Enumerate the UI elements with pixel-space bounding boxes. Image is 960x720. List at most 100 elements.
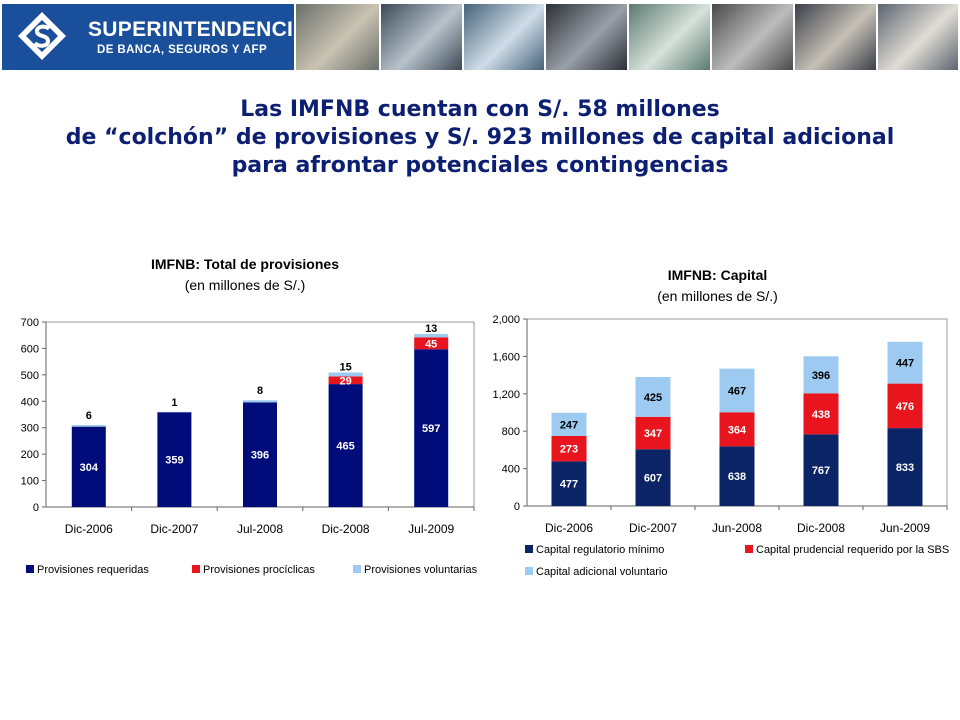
data-label: 396 (812, 370, 830, 382)
credit-card-photo (296, 4, 379, 70)
bar-segment (803, 434, 839, 506)
bar-segment (157, 411, 192, 413)
data-label: 15 (339, 361, 351, 373)
data-label: 597 (422, 423, 440, 435)
data-label: 476 (896, 401, 914, 413)
bar-segment (414, 333, 449, 338)
y-tick-label: 1,200 (492, 389, 520, 401)
chart2-title: IMFNB: Capital (667, 267, 768, 283)
legend-swatch (525, 567, 533, 575)
provisions-chart: 0 100 200 300 400 500 600 700 304 6 Dic-2006 359 1 Di… (21, 317, 478, 576)
bar-segment (887, 383, 923, 429)
data-label: 425 (644, 392, 662, 404)
title-line-2: de “colchón” de provisiones y S/. 923 mi… (65, 125, 895, 150)
y-tick-label: 400 (502, 464, 520, 476)
legend-label: Provisiones procíclicas (203, 564, 315, 576)
bar-segment (157, 412, 192, 507)
bar-segment (803, 356, 839, 394)
legend-swatch (745, 545, 753, 553)
keyboard-photo (464, 4, 544, 70)
x-tick-label: Dic-2007 (150, 522, 198, 536)
x-tick-label: Dic-2006 (65, 522, 113, 536)
bar-segment (328, 384, 363, 507)
y-tick-label: 700 (21, 317, 39, 329)
y-tick-label: 500 (21, 370, 39, 382)
bar-segment (887, 341, 923, 384)
y-tick-label: 300 (21, 423, 39, 435)
legend-swatch (192, 565, 200, 573)
data-label: 396 (251, 450, 269, 462)
x-tick-label: Jun-2008 (712, 521, 762, 535)
y-tick-label: 600 (21, 343, 39, 355)
legend-swatch (525, 545, 533, 553)
y-tick-label: 1,600 (492, 351, 520, 363)
data-label: 447 (896, 358, 914, 370)
title-line-1: Las IMFNB cuentan con S/. 58 millones (240, 97, 720, 122)
bar-segment (635, 377, 671, 417)
bar-segment (71, 425, 106, 427)
data-label: 247 (560, 419, 578, 431)
bar-segment (719, 412, 755, 447)
data-label: 467 (728, 385, 746, 397)
bar-segment (551, 461, 587, 506)
legend-label: Provisiones voluntarias (364, 564, 478, 576)
laptop-photo (546, 4, 627, 70)
bar-segment (887, 428, 923, 506)
bar-segment (635, 449, 671, 506)
sbs-logo-icon (18, 12, 66, 60)
data-label: 347 (644, 428, 662, 440)
data-label: 833 (896, 462, 914, 474)
building-photo (381, 4, 462, 70)
chart2-subtitle: (en millones de S/.) (657, 288, 778, 304)
y-tick-label: 0 (514, 501, 520, 513)
bar-segment (719, 446, 755, 506)
y-tick-label: 0 (33, 502, 39, 514)
chart1-heading: IMFNB: Total de provisiones (en millones… (100, 256, 390, 293)
data-label: 359 (165, 455, 183, 467)
data-label: 273 (560, 444, 578, 456)
legend-swatch (353, 565, 361, 573)
handshake-photo (795, 4, 876, 70)
bar-segment (71, 426, 106, 507)
capital-chart: 0 400 800 1,200 1,600 2,000 477 273 247 Dic-2006 6… (492, 314, 949, 578)
y-tick-label: 200 (21, 449, 39, 461)
data-label: 6 (86, 410, 92, 422)
x-tick-label: Dic-2007 (629, 521, 677, 535)
legend-label: Provisiones requeridas (37, 564, 149, 576)
bar-segment (414, 349, 449, 507)
data-label: 638 (728, 471, 746, 483)
bar-segment (551, 412, 587, 436)
bar-segment (328, 376, 363, 385)
x-tick-label: Dic-2008 (797, 521, 845, 535)
y-tick-label: 400 (21, 396, 39, 408)
x-tick-label: Jul-2008 (237, 522, 283, 536)
legend-label: Capital adicional voluntario (536, 566, 667, 578)
chart1-subtitle: (en millones de S/.) (184, 277, 306, 293)
bar-segment (414, 337, 449, 350)
data-label: 45 (425, 338, 437, 350)
data-label: 13 (425, 323, 437, 335)
chart2-heading: IMFNB: Capital (en millones de S/.) (570, 267, 865, 304)
chart1-title: IMFNB: Total de provisiones (151, 256, 339, 272)
sbs-logo: SUPERINTENDENCIA DE BANCA, SEGUROS Y AFP (2, 4, 308, 70)
y-tick-label: 100 (21, 476, 39, 488)
legend-label: Capital prudencial requerido por la SBS (756, 544, 949, 556)
bar-segment (243, 400, 277, 403)
bar-segment (551, 435, 587, 462)
logo-subtitle: DE BANCA, SEGUROS Y AFP (97, 44, 268, 56)
x-tick-label: Jun-2009 (880, 521, 930, 535)
card-terminal-photo (712, 4, 793, 70)
legend-swatch (26, 565, 34, 573)
y-tick-label: 800 (502, 426, 520, 438)
title-line-3: para afrontar potenciales contingencias (231, 153, 729, 178)
x-tick-label: Dic-2006 (545, 521, 593, 535)
data-label: 767 (812, 465, 830, 477)
meeting-photo (878, 4, 958, 70)
y-tick-label: 2,000 (492, 314, 520, 326)
page-title: Las IMFNB cuentan con S/. 58 millones de… (0, 96, 960, 180)
banknotes-photo (629, 4, 710, 70)
data-label: 364 (728, 424, 747, 436)
data-label: 1 (171, 397, 177, 409)
data-label: 29 (339, 375, 351, 387)
data-label: 438 (812, 409, 830, 421)
